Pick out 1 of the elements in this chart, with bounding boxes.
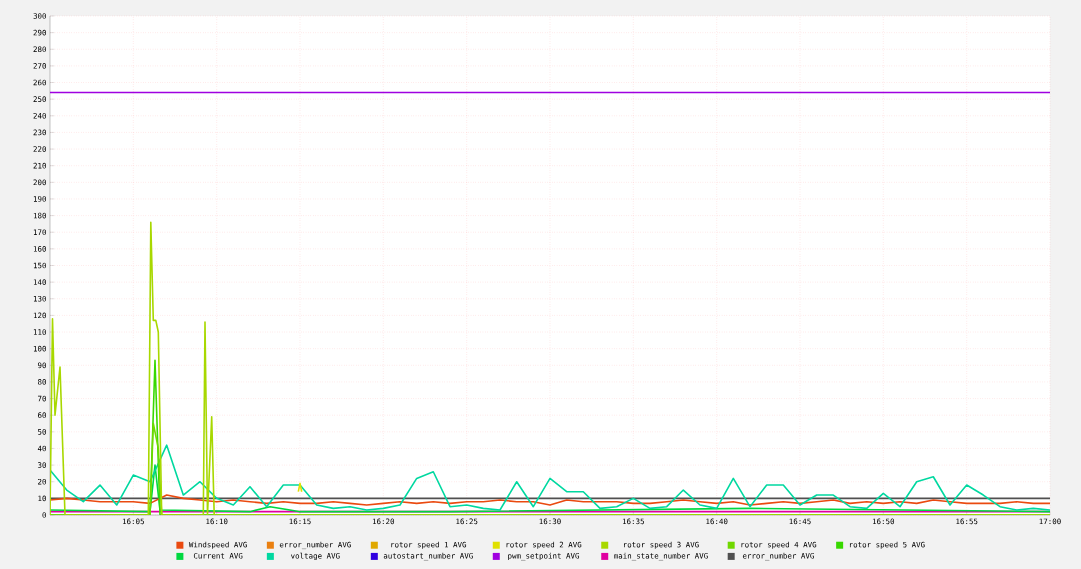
line-series bbox=[50, 444, 1050, 511]
